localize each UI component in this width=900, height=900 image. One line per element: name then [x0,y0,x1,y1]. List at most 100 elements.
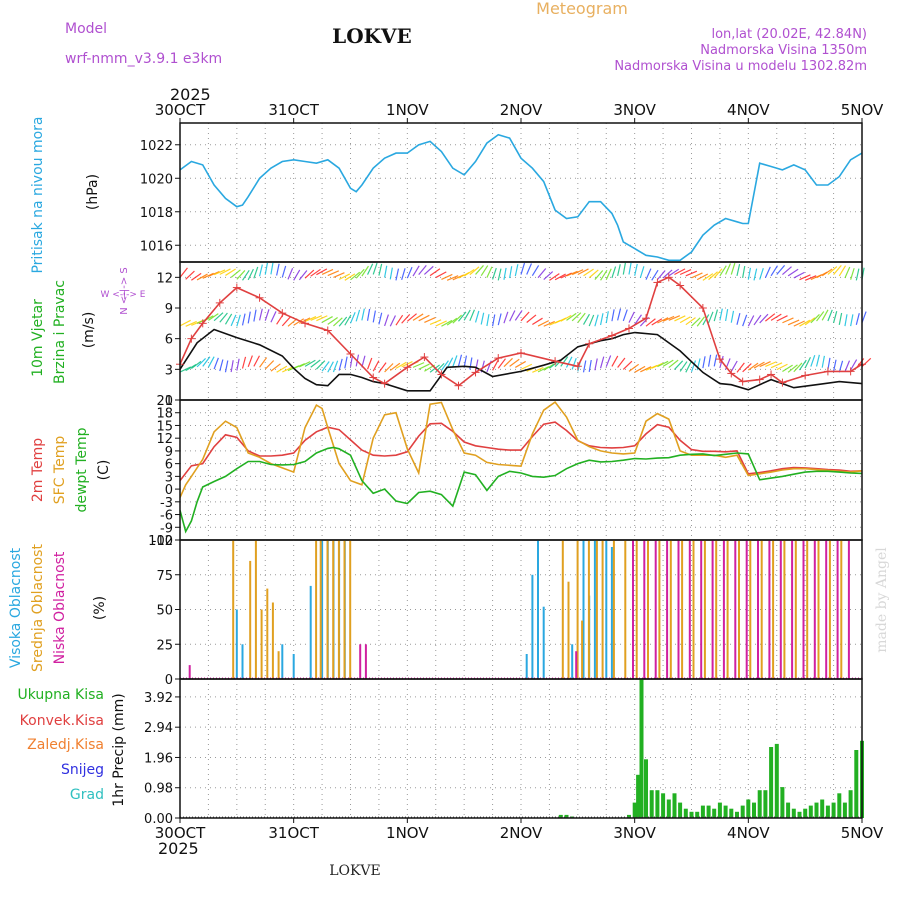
series-line [179,446,863,534]
wind-arrow [474,310,480,323]
wind-arrow [276,263,280,276]
y-tick-label: 6 [165,458,173,473]
wind-arrow [821,355,825,368]
wind-arrow [344,356,348,369]
wind-arrow [327,270,340,277]
wind-arrow [679,361,688,372]
wind-arrow [833,264,842,275]
y-tick-label: 9 [165,445,173,460]
precip-bar [717,802,722,818]
wind-arrow [799,319,811,327]
wind-arrow [418,314,430,322]
wind-arrow [690,360,697,373]
wind-arrow [520,363,533,370]
cloud-bar [738,540,740,679]
wind-arrow [850,359,858,371]
y-tick-label: -12 [152,534,173,549]
wind-arrow [628,363,640,372]
wind-arrow [662,269,673,279]
wind-arrow [440,360,449,371]
wind-arrow [776,363,788,371]
y-tick-label: 0.00 [144,812,173,827]
wind-arrow [349,354,354,367]
wind-arrow [486,266,493,278]
wind-unit: (m/s) [81,312,97,349]
cloud-bar [525,654,528,679]
cloud-bar [581,620,584,679]
wind-arrow [708,271,718,281]
cloud-bar [794,540,797,679]
precip-bar [820,799,825,818]
cloud-bar [813,540,816,679]
wind-arrow [344,273,356,281]
y-tick-label: 2.94 [144,721,173,736]
cloud-bar [582,540,585,679]
cloud-bar [537,540,539,679]
cloud-bar [561,540,564,679]
wind-arrow [315,360,326,370]
wind-arrow [640,366,652,373]
wind-arrow [509,310,516,322]
cloud-bar [326,540,329,679]
cloud-bar [364,644,367,680]
cloud-bar [635,540,638,679]
wind-arrow [441,319,453,327]
wind-arrow [241,356,247,369]
wind-arrow [179,319,191,327]
wind-arrow [355,268,365,279]
wind-arrow [196,358,206,368]
wind-arrow [469,266,480,276]
wind-arrow [310,268,321,277]
wind-arrow [770,362,783,369]
cloud-bar [669,540,672,679]
wind-arrow [662,359,674,367]
wind-arrow [486,314,490,327]
wind-arrow [804,356,811,369]
wind-arrow [588,359,592,372]
wind-arrow [475,265,484,275]
wind-arrow [798,359,807,371]
precip-bar [666,799,671,818]
cloud-bar [745,540,748,679]
wind-arrow [412,313,424,321]
wind-arrow [622,309,628,322]
cloud-bar [542,606,545,679]
wind-arrow [463,269,475,277]
wind-arrow [719,265,727,277]
wind-arrow [520,311,530,322]
wind-arrow [349,312,356,324]
legend-hail: Grad [70,787,104,803]
wind-arrow [338,273,351,280]
wind-arrow [838,312,843,325]
wind-arrow [850,314,854,327]
wind-arrow [208,271,220,277]
wind-arrow [617,357,626,368]
wind-arrow [611,309,615,322]
y-tick-label: 9 [165,302,173,317]
wind-arrow [793,271,805,279]
wind-title-2: Brzina i Pravac [52,280,68,384]
wind-arrow [219,359,224,372]
wind-arrow [236,358,240,371]
wind-arrow [418,264,427,276]
wind-arrow [270,363,281,372]
wind-arrow [838,360,844,373]
wind-arrow [225,268,236,276]
wind-arrow [782,266,792,275]
y-tick-label: -9 [160,521,173,536]
cloud-bar [791,540,794,679]
pressure-unit: (hPa) [85,174,101,210]
wind-arrow [185,364,197,372]
y-tick-label: 15 [156,419,173,434]
wind-arrow [662,315,675,322]
wind-arrow [617,264,621,277]
wind-arrow [514,310,523,321]
wind-arrow [287,268,294,280]
wind-arrow [350,271,361,281]
wind-arrow [372,262,378,275]
cloud-bar [281,644,284,680]
wind-arrow [804,317,816,326]
wind-arrow [782,364,793,372]
precip-bar [695,811,700,818]
